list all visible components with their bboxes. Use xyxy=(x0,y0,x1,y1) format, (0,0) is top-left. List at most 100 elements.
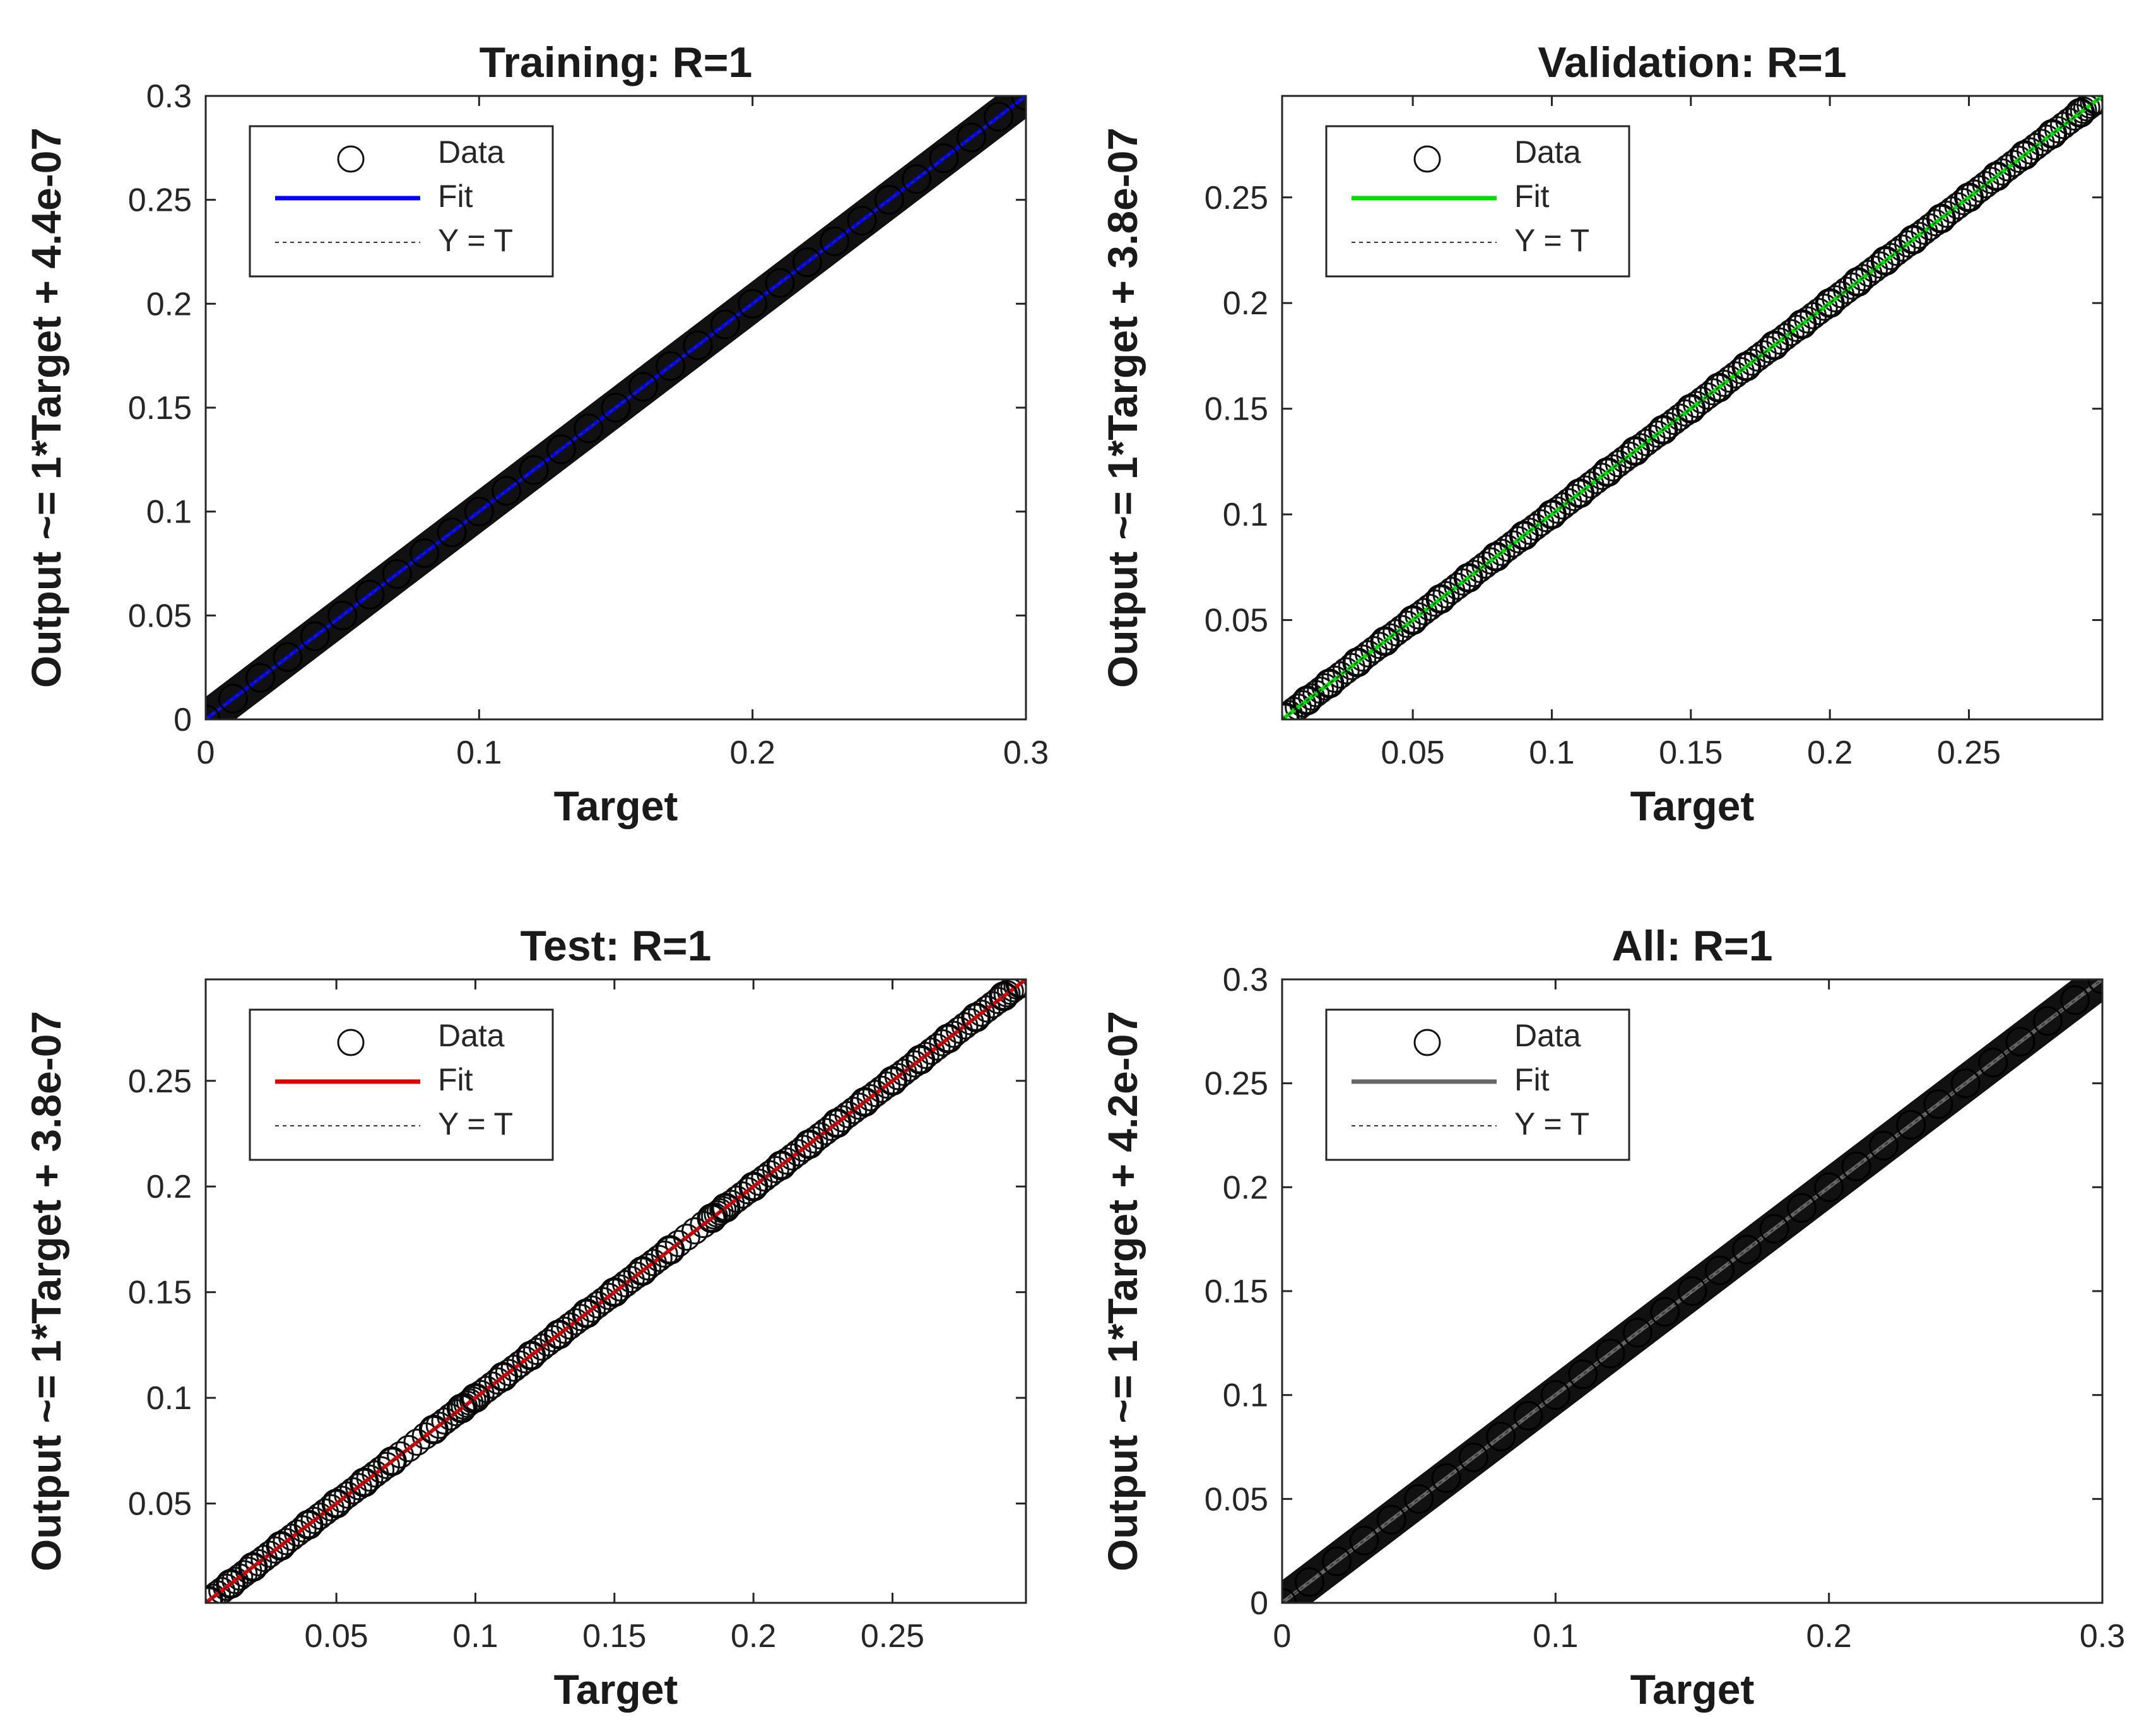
validation-data-point xyxy=(1314,668,1345,699)
validation-panel: Validation: R=1 0.05 0.1 0.15 0.2 0.25 0.05 0.1… xyxy=(1099,38,2104,829)
all-data-point xyxy=(1896,1110,1926,1140)
all-data-points xyxy=(1282,979,2102,1603)
validation-data-point xyxy=(2037,119,2068,149)
validation-plot-marks xyxy=(1282,96,2102,719)
validation-data-point xyxy=(1815,288,1845,318)
training-axes-frame xyxy=(204,95,1027,721)
validation-ytick-label: 0.05 xyxy=(1205,603,1268,639)
validation-xtick-label: 0.05 xyxy=(1381,735,1445,771)
test-data-point xyxy=(905,1044,936,1075)
all-data-point xyxy=(1431,1463,1461,1493)
training-xtick-label: 0.3 xyxy=(1003,735,1049,771)
validation-data-point xyxy=(2082,96,2102,115)
all-panel: All: R=1 0 0.1 0.2 0.3 0 0.05 0.1 0.15 0.2 0.25 0.3… xyxy=(1099,922,2125,1713)
validation-legend: Data Fit Y = T xyxy=(1325,125,1630,278)
test-xtick-label: 0.15 xyxy=(582,1618,646,1655)
all-data-point xyxy=(1349,1525,1379,1556)
training-ytick-label: 0.2 xyxy=(146,286,192,322)
validation-data-point xyxy=(1704,372,1734,403)
test-data-marker xyxy=(459,1386,486,1414)
test-ytick-label: 0.2 xyxy=(146,1169,192,1205)
test-data-point xyxy=(216,1569,246,1599)
validation-xlabel: Target xyxy=(1630,782,1755,829)
training-ytick-label: 0 xyxy=(174,702,192,738)
all-xlabel: Target xyxy=(1630,1666,1755,1713)
test-data-marker xyxy=(206,1587,222,1603)
test-ytick-label: 0.1 xyxy=(146,1380,192,1417)
test-panel: Test: R=1 0.05 0.1 0.15 0.2 0.25 0.05 0.1 0.15 0.… xyxy=(23,922,1027,1713)
validation-data-point xyxy=(1759,330,1789,360)
test-data-point xyxy=(377,1446,407,1477)
test-data-point xyxy=(933,1024,963,1054)
training-legend-label: Fit xyxy=(438,179,473,214)
validation-data-point xyxy=(1648,415,1678,445)
test-data-point xyxy=(655,1235,685,1265)
validation-ytick-label: 0.25 xyxy=(1205,180,1268,216)
training-data-point xyxy=(902,164,932,194)
test-legend-data-icon xyxy=(337,1029,365,1056)
all-legend-label: Data xyxy=(1514,1018,1581,1053)
training-data-point xyxy=(382,558,412,589)
all-ytick-label: 0.2 xyxy=(1223,1169,1268,1206)
all-data-point xyxy=(1540,1380,1570,1410)
test-data-point xyxy=(460,1383,490,1413)
all-data-point xyxy=(1322,1546,1352,1576)
training-data-point xyxy=(820,227,850,257)
training-data-point xyxy=(683,330,713,360)
validation-data-point xyxy=(1292,685,1322,716)
test-data-point xyxy=(877,1066,907,1096)
all-identity-line xyxy=(1282,979,2102,1603)
validation-axes-frame xyxy=(1281,95,2104,721)
training-data-point xyxy=(574,413,604,444)
training-data-point xyxy=(327,600,358,630)
training-data-point xyxy=(956,122,986,153)
all-plot-marks xyxy=(1282,979,2102,1603)
test-legend-label: Data xyxy=(438,1018,505,1053)
training-data-point xyxy=(792,247,822,277)
validation-ylabel: Output ~= 1*Target + 3.8e-07 xyxy=(1099,127,1146,688)
validation-xtick-label: 0.15 xyxy=(1659,735,1723,771)
test-data-marker xyxy=(411,1422,439,1450)
test-data-point xyxy=(1005,979,1026,999)
validation-data-point xyxy=(1425,584,1456,614)
validation-data-point xyxy=(1342,647,1372,678)
training-data-point xyxy=(601,393,631,423)
all-legend-label: Y = T xyxy=(1514,1106,1589,1142)
all-data-point xyxy=(1458,1442,1488,1472)
all-data-point xyxy=(1650,1297,1680,1327)
training-data-point xyxy=(929,143,959,174)
all-data-point xyxy=(1513,1401,1543,1431)
all-ytick-label: 0.1 xyxy=(1223,1378,1268,1414)
all-data-point xyxy=(1841,1151,1871,1181)
test-ytick-label: 0.15 xyxy=(128,1275,192,1311)
all-xtick-label: 0.3 xyxy=(2080,1618,2125,1655)
all-data-point xyxy=(1677,1276,1707,1306)
all-data-point xyxy=(2005,1027,2035,1057)
test-axes-frame xyxy=(204,978,1027,1604)
validation-xtick-label: 0.25 xyxy=(1937,735,2001,771)
training-ytick-label: 0.15 xyxy=(128,390,192,427)
test-data-marker xyxy=(217,1570,245,1598)
all-ytick-label: 0 xyxy=(1250,1585,1268,1622)
all-data-point xyxy=(1923,1089,1953,1119)
training-xtick-label: 0.2 xyxy=(730,735,775,771)
training-data-point xyxy=(738,288,768,319)
test-xtick-label: 0.1 xyxy=(452,1618,498,1655)
training-data-point xyxy=(984,102,1014,132)
test-data-point xyxy=(238,1552,268,1582)
training-ytick-label: 0.25 xyxy=(128,182,192,219)
validation-data-point xyxy=(1676,394,1706,424)
validation-data-marker xyxy=(2073,96,2100,122)
validation-data-point xyxy=(1536,499,1567,529)
training-data-point xyxy=(273,642,303,672)
test-data-point xyxy=(766,1150,796,1181)
training-data-points xyxy=(206,96,1026,719)
test-data-point xyxy=(349,1467,379,1497)
test-data-point xyxy=(822,1108,852,1138)
validation-data-point xyxy=(2010,140,2040,170)
test-data-point xyxy=(961,1002,991,1032)
training-data-point xyxy=(628,372,658,402)
test-ytick-label: 0.25 xyxy=(128,1063,192,1100)
validation-legend-box xyxy=(1325,125,1630,278)
test-data-marker xyxy=(208,1577,236,1603)
